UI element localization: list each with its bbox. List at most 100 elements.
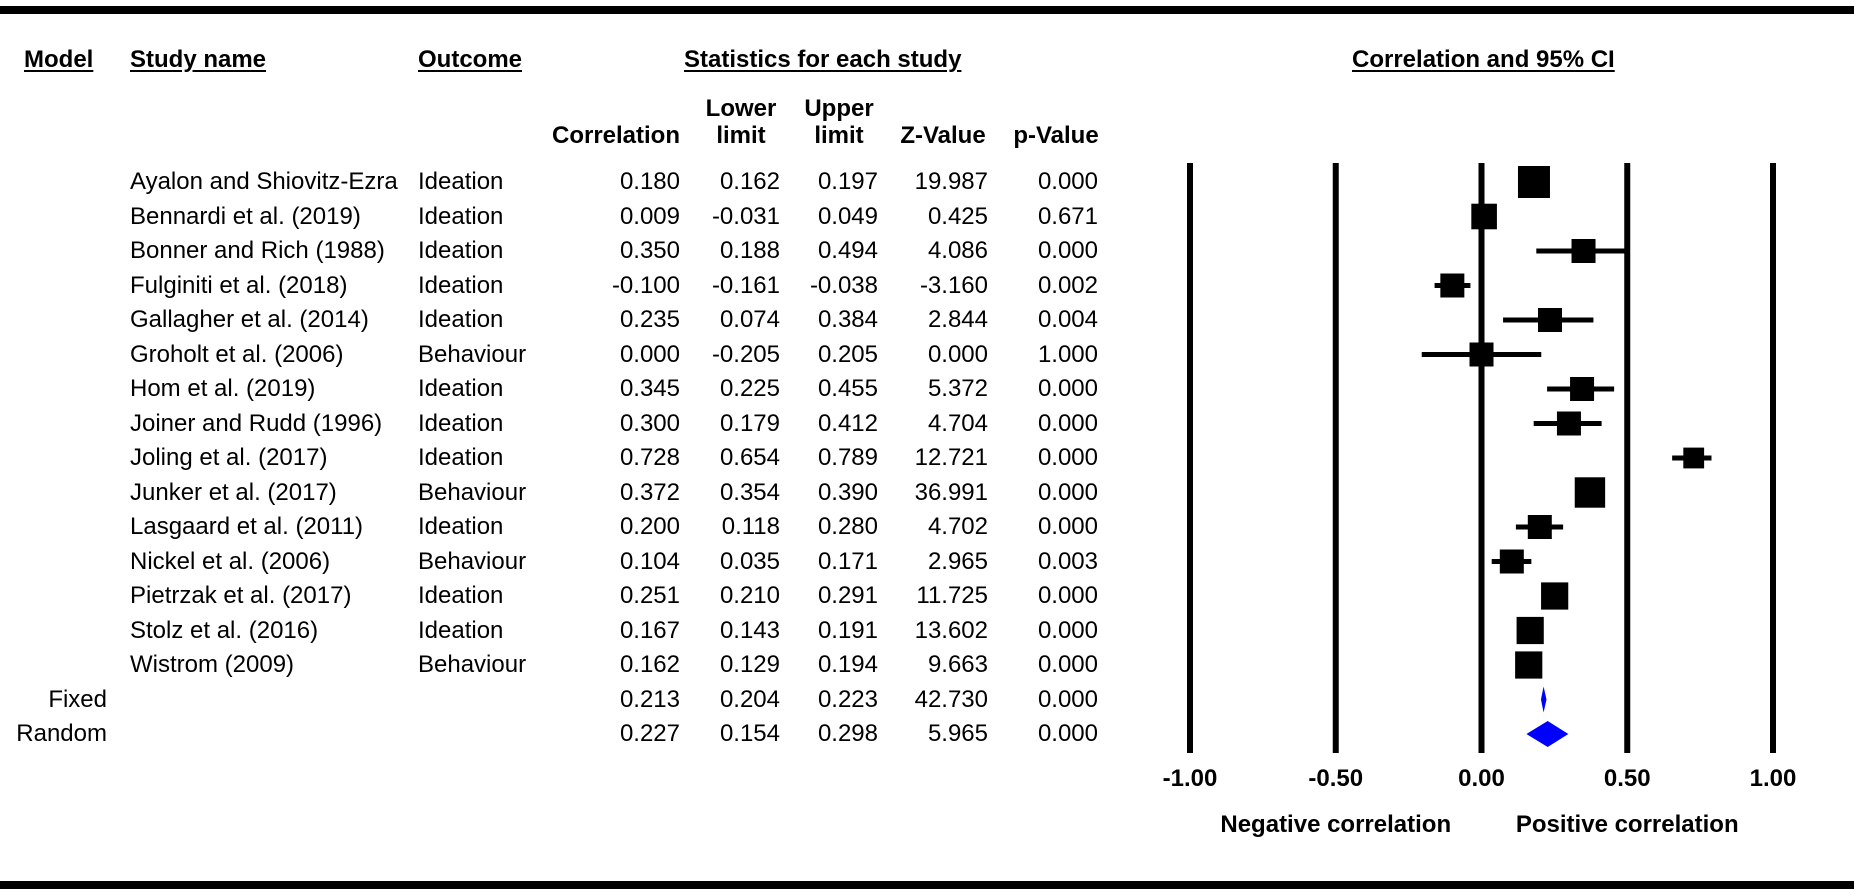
effect-marker xyxy=(1515,651,1543,679)
z-value-cell: 13.602 xyxy=(914,617,988,644)
p-value-cell: 0.000 xyxy=(1037,479,1098,506)
correlation-cell: 0.350 xyxy=(619,237,680,264)
upper-limit-column-header: Upper limit xyxy=(792,95,886,149)
effect-marker xyxy=(1683,447,1705,469)
z-value-cell: 0.425 xyxy=(927,203,988,230)
x-tick-label: 1.00 xyxy=(1750,765,1797,792)
outcome-cell: Ideation xyxy=(418,617,504,644)
study-name-cell: Wistrom (2009) xyxy=(130,651,295,678)
z-value-cell: 19.987 xyxy=(914,168,988,195)
effect-marker xyxy=(1571,239,1596,263)
effect-marker xyxy=(1570,377,1595,401)
correlation-cell: 0.162 xyxy=(619,651,680,678)
upper-limit-cell: 0.390 xyxy=(817,479,878,506)
p-value-cell: 0.000 xyxy=(1037,168,1098,195)
study-name-cell: Bennardi et al. (2019) xyxy=(130,203,361,230)
negative-correlation-label: Negative correlation xyxy=(1220,811,1451,838)
z-value-cell: 4.086 xyxy=(927,237,988,264)
effect-marker xyxy=(1516,616,1544,645)
p-value-cell: 0.002 xyxy=(1037,272,1098,299)
study-name-cell: Ayalon and Shiovitz-Ezra xyxy=(130,168,398,195)
upper-limit-cell: 0.455 xyxy=(817,375,878,402)
upper-limit-cell: 0.205 xyxy=(817,341,878,368)
summary-diamond xyxy=(1540,686,1547,713)
lower-limit-column-header: Lower limit xyxy=(694,95,788,149)
correlation-cell: -0.100 xyxy=(611,272,680,299)
z-value-cell: 0.000 xyxy=(927,341,988,368)
z-value-cell: 9.663 xyxy=(927,651,988,678)
lower-limit-cell: 0.204 xyxy=(719,686,780,713)
x-tick-label: 0.50 xyxy=(1604,765,1651,792)
outcome-cell: Ideation xyxy=(418,513,504,540)
plot-title: Correlation and 95% CI xyxy=(1352,46,1615,73)
study-name-cell: Bonner and Rich (1988) xyxy=(130,237,385,264)
effect-marker xyxy=(1471,203,1497,230)
p-value-cell: 0.000 xyxy=(1037,720,1098,747)
p-value-cell: 0.000 xyxy=(1037,237,1098,264)
upper-limit-cell: 0.191 xyxy=(817,617,878,644)
lower-limit-cell: 0.143 xyxy=(719,617,780,644)
correlation-cell: 0.104 xyxy=(619,548,680,575)
correlation-cell: 0.345 xyxy=(619,375,680,402)
lower-limit-header-line2: limit xyxy=(716,122,766,149)
lower-limit-cell: 0.179 xyxy=(719,410,780,437)
z-value-cell: 4.702 xyxy=(927,513,988,540)
correlation-cell: 0.728 xyxy=(619,444,680,471)
effect-marker xyxy=(1541,582,1569,610)
study-name-cell: Fulginiti et al. (2018) xyxy=(130,272,348,299)
outcome-cell: Ideation xyxy=(418,375,504,402)
study-name-cell: Stolz et al. (2016) xyxy=(130,617,319,644)
lower-limit-cell: 0.035 xyxy=(719,548,780,575)
p-value-cell: 0.000 xyxy=(1037,513,1098,540)
correlation-cell: 0.009 xyxy=(619,203,680,230)
z-value-cell: 36.991 xyxy=(914,479,988,506)
outcome-cell: Behaviour xyxy=(418,548,527,575)
effect-marker xyxy=(1517,166,1550,198)
p-value-cell: 0.000 xyxy=(1037,617,1098,644)
bottom-rule xyxy=(0,881,1854,889)
effect-marker xyxy=(1527,515,1552,539)
study-name-cell: Joling et al. (2017) xyxy=(130,444,328,471)
p-value-cell: 0.004 xyxy=(1037,306,1098,333)
upper-limit-cell: -0.038 xyxy=(809,272,878,299)
upper-limit-cell: 0.789 xyxy=(817,444,878,471)
correlation-cell: 0.235 xyxy=(619,306,680,333)
outcome-cell: Behaviour xyxy=(418,479,527,506)
lower-limit-cell: 0.225 xyxy=(719,375,780,402)
study-name-cell: Junker et al. (2017) xyxy=(130,479,337,506)
study-name-header: Study name xyxy=(130,46,267,73)
z-value-cell: 11.725 xyxy=(916,582,988,609)
correlation-cell: 0.180 xyxy=(619,168,680,195)
correlation-column-header: Correlation xyxy=(551,122,680,149)
positive-correlation-label: Positive correlation xyxy=(1516,811,1739,838)
upper-limit-cell: 0.298 xyxy=(817,720,878,747)
outcome-cell: Ideation xyxy=(418,410,504,437)
outcome-cell: Ideation xyxy=(418,237,504,264)
lower-limit-cell: 0.162 xyxy=(719,168,780,195)
p-value-cell: 0.000 xyxy=(1037,582,1098,609)
model-label-cell: Random xyxy=(16,720,107,747)
effect-marker xyxy=(1440,273,1465,298)
correlation-cell: 0.251 xyxy=(619,582,680,609)
x-tick-label: -1.00 xyxy=(1163,765,1218,792)
model-label-cell: Fixed xyxy=(48,686,107,713)
outcome-cell: Ideation xyxy=(418,168,504,195)
p-value-cell: 0.003 xyxy=(1037,548,1098,575)
upper-limit-cell: 0.280 xyxy=(817,513,878,540)
p-value-cell: 0.000 xyxy=(1037,444,1098,471)
outcome-cell: Ideation xyxy=(418,582,504,609)
lower-limit-cell: 0.210 xyxy=(719,582,780,609)
effect-marker xyxy=(1574,477,1606,508)
outcome-cell: Behaviour xyxy=(418,651,527,678)
upper-limit-header-line1: Upper xyxy=(804,95,874,122)
upper-limit-cell: 0.197 xyxy=(817,168,878,195)
summary-diamond xyxy=(1526,721,1569,747)
outcome-cell: Ideation xyxy=(418,203,504,230)
study-name-cell: Pietrzak et al. (2017) xyxy=(130,582,352,609)
top-rule xyxy=(0,6,1854,14)
p-value-cell: 1.000 xyxy=(1037,341,1098,368)
correlation-cell: 0.213 xyxy=(619,686,680,713)
outcome-cell: Behaviour xyxy=(418,341,527,368)
upper-limit-cell: 0.194 xyxy=(817,651,878,678)
p-value-cell: 0.000 xyxy=(1037,651,1098,678)
